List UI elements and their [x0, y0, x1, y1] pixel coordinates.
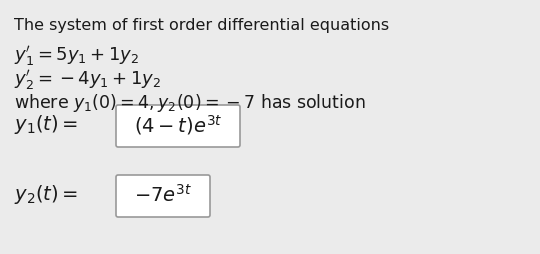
Text: $y_2' = -4y_1 + 1y_2$: $y_2' = -4y_1 + 1y_2$	[14, 68, 161, 92]
FancyBboxPatch shape	[116, 175, 210, 217]
Text: $y_2(t) =$: $y_2(t) =$	[14, 183, 78, 207]
Text: $y_1' = 5y_1 + 1y_2$: $y_1' = 5y_1 + 1y_2$	[14, 44, 139, 68]
FancyBboxPatch shape	[116, 105, 240, 147]
Text: $(4-t)e^{3t}$: $(4-t)e^{3t}$	[134, 113, 222, 137]
Text: $y_1(t) =$: $y_1(t) =$	[14, 114, 78, 136]
Text: The system of first order differential equations: The system of first order differential e…	[14, 18, 389, 33]
Text: $-7e^{3t}$: $-7e^{3t}$	[134, 184, 192, 206]
Text: where $y_1(0) = 4, y_2(0) = -7$ has solution: where $y_1(0) = 4, y_2(0) = -7$ has solu…	[14, 92, 366, 114]
